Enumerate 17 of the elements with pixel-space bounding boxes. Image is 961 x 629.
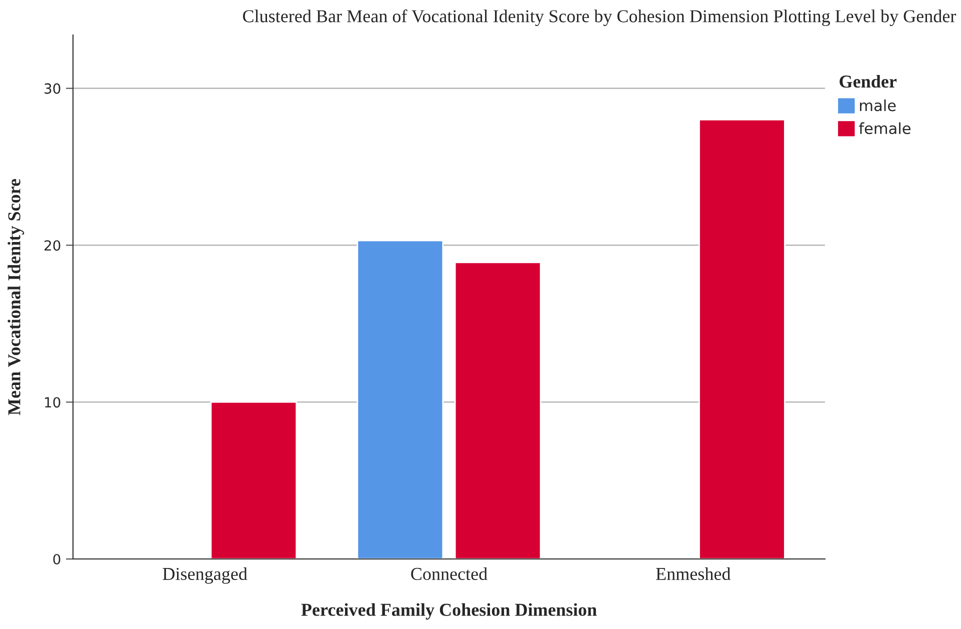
chart-title: Clustered Bar Mean of Vocational Idenity Score by Cohesion Dimension Plotting Level by Gender	[243, 9, 956, 26]
y-axis-title: Mean Vocational Idenity Score	[8, 179, 24, 416]
x-tick-label: Enmeshed	[656, 567, 731, 580]
legend-title: Gender	[840, 74, 897, 88]
x-tick-label: Connected	[411, 567, 488, 580]
y-tick-label: 20	[44, 240, 60, 251]
bar	[698, 119, 786, 559]
x-tick-label: Disengaged	[162, 567, 248, 584]
y-tick-label: 10	[45, 397, 60, 408]
x-axis-title: Perceived Family Cohesion Dimension	[301, 603, 597, 620]
legend-label: female	[858, 122, 910, 134]
bar	[356, 240, 444, 559]
y-tick-label: 0	[53, 554, 60, 564]
y-tick-label: 30	[44, 83, 60, 94]
bar	[454, 262, 542, 559]
legend-label: male	[860, 99, 896, 112]
bar	[210, 401, 298, 559]
